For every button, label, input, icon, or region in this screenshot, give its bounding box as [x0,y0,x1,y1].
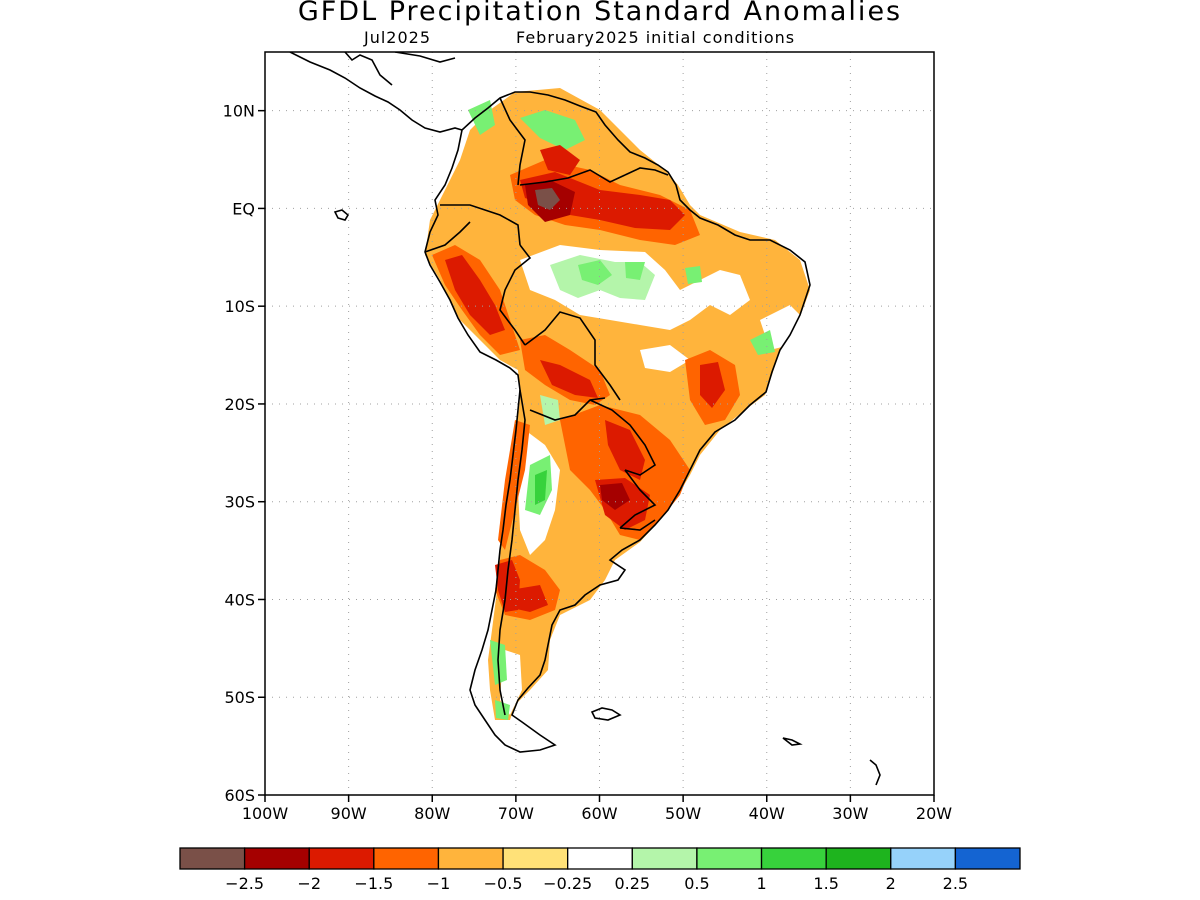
coastline-yucatan [344,52,393,86]
coastline-cuba [394,52,456,63]
colorbar-swatch [825,847,892,870]
anomaly-red-peru [445,255,505,335]
colorbar-label: 2.5 [943,874,968,893]
colorbar-swatch [179,847,246,870]
colorbar-label: −0.25 [543,874,592,893]
colorbar-label: −1 [427,874,451,893]
colorbar: −2.5 −2 −1.5 −1 −0.5 −0.25 0.25 0.5 1 1.5 2 2.5 [179,847,1021,893]
border-venezuela-brazil [519,169,626,186]
coastlines [289,52,881,786]
colorbar-label: 2 [886,874,896,893]
colorbar-swatch [308,847,375,870]
anomaly-red-venezuela [540,145,580,175]
lat-label: 10S [224,297,255,316]
forecast-month: Jul2025 [364,28,432,47]
colorbar-label: −2 [297,874,321,893]
border-chile-argentina [497,389,526,716]
colorbar-label: 0.5 [684,874,709,893]
border-uruguay [619,519,656,531]
colorbar-swatch [631,847,698,870]
coastline-south-georgia [782,737,803,746]
border-bolivia-brazil [524,311,621,401]
border-argentina-brazil [619,469,657,529]
lat-label: 40S [224,590,255,609]
colorbar-swatch [243,847,310,870]
lat-label: EQ [232,199,255,218]
lon-label: 50W [665,804,701,823]
lon-label: 100W [242,804,289,823]
lat-label: 60S [224,786,255,805]
colorbar-label: −1.5 [354,874,393,893]
colorbar-swatch [437,847,504,870]
colorbar-swatch [696,847,763,870]
border-peru-brazil [499,244,532,346]
border-bolivia-argentina [529,397,606,421]
coastline-central-america [289,52,463,133]
lon-label: 80W [414,804,450,823]
border-colombia-peru [440,204,521,246]
lat-label: 50S [224,688,255,707]
lat-ticks: 10N EQ 10S 20S 30S 40S 50S 60S [223,102,265,805]
lat-label: 30S [224,493,255,512]
colorbar-swatch [502,847,569,870]
anomaly-green-bolivia [540,395,560,425]
border-paraguay [589,399,657,476]
coastline-falklands [590,707,622,721]
border-guianas [624,167,669,176]
colorbar-swatch [890,847,957,870]
lon-label: 40W [749,804,785,823]
anomaly-green-brazil-east [685,266,702,284]
anomaly-green-tierra [495,700,510,720]
anomaly-darkred-paraguay [600,483,630,510]
colorbar-swatch [954,847,1021,870]
anomaly-green-amazon-core [578,260,612,285]
border-venezuela-colombia [499,97,526,186]
anomaly-green-amazon-east [625,262,645,280]
anomaly-red-bolivia [540,360,598,398]
lon-label: 90W [331,804,367,823]
anomaly-white-brazil [640,345,690,372]
anomaly-green-caribbean [520,110,585,150]
anomaly-green-argentina-core [535,470,547,505]
lon-label: 30W [832,804,868,823]
lon-label: 60W [581,804,617,823]
anomaly-red-brazil [700,362,725,408]
colorbar-label: 0.25 [614,874,650,893]
anomaly-red-paraguay [605,420,645,480]
anomaly-green-ne-brazil [750,330,775,355]
lon-label: 20W [916,804,952,823]
coastline-galapagos [333,209,350,221]
anomaly-brown-core [535,188,560,210]
anomaly-red-argentina [510,585,548,612]
border-ecuador-peru [424,221,471,253]
colorbar-swatch [373,847,440,870]
lon-label: 70W [498,804,534,823]
lat-label: 20S [224,395,255,414]
colorbar-swatch [760,847,827,870]
colorbar-swatch [567,847,633,870]
colorbar-label: 1.5 [813,874,838,893]
colorbar-label: 1 [756,874,766,893]
colorbar-label: −0.5 [484,874,523,893]
coastline-south-america [424,91,811,753]
colorbar-label: −2.5 [225,874,264,893]
lat-label: 10N [223,102,255,121]
coastline-islands-east [869,759,881,786]
initial-conditions: February2025 initial conditions [516,28,796,47]
lon-ticks: 100W 90W 80W 70W 60W 50W 40W 30W 20W [242,795,952,823]
map-title: GFDL Precipitation Standard Anomalies [297,0,903,27]
